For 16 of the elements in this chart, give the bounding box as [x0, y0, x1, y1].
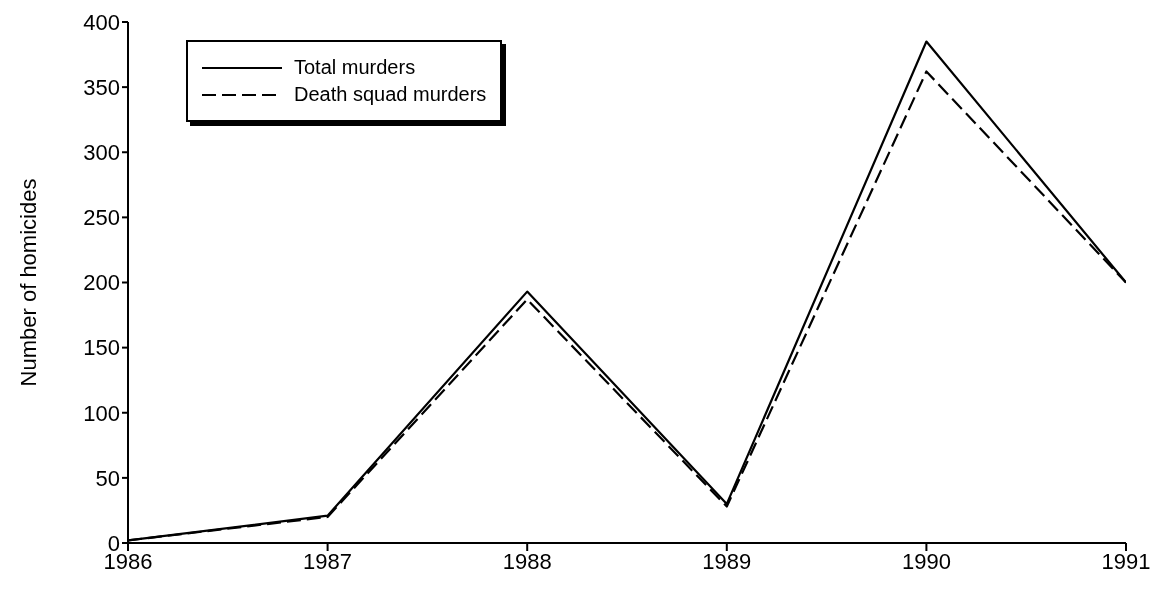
y-tick-label: 350	[83, 74, 120, 100]
x-tick-label: 1991	[1101, 548, 1151, 574]
y-axis-title: Number of homicides	[15, 178, 41, 387]
x-tick-label: 1988	[502, 548, 552, 574]
x-tick-label: 1989	[702, 548, 752, 574]
y-tick-label: 100	[83, 400, 120, 426]
y-tick-label: 200	[83, 270, 120, 296]
y-tick-label: 250	[83, 205, 120, 231]
x-tick-label: 1990	[901, 548, 951, 574]
legend-label: Total murders	[294, 56, 416, 79]
y-tick-label: 300	[83, 140, 120, 166]
y-tick-label: 150	[83, 335, 120, 361]
x-tick-label: 1987	[303, 548, 353, 574]
legend-label: Death squad murders	[294, 83, 487, 106]
y-tick-label: 50	[95, 465, 120, 491]
y-tick-label: 400	[83, 9, 120, 35]
